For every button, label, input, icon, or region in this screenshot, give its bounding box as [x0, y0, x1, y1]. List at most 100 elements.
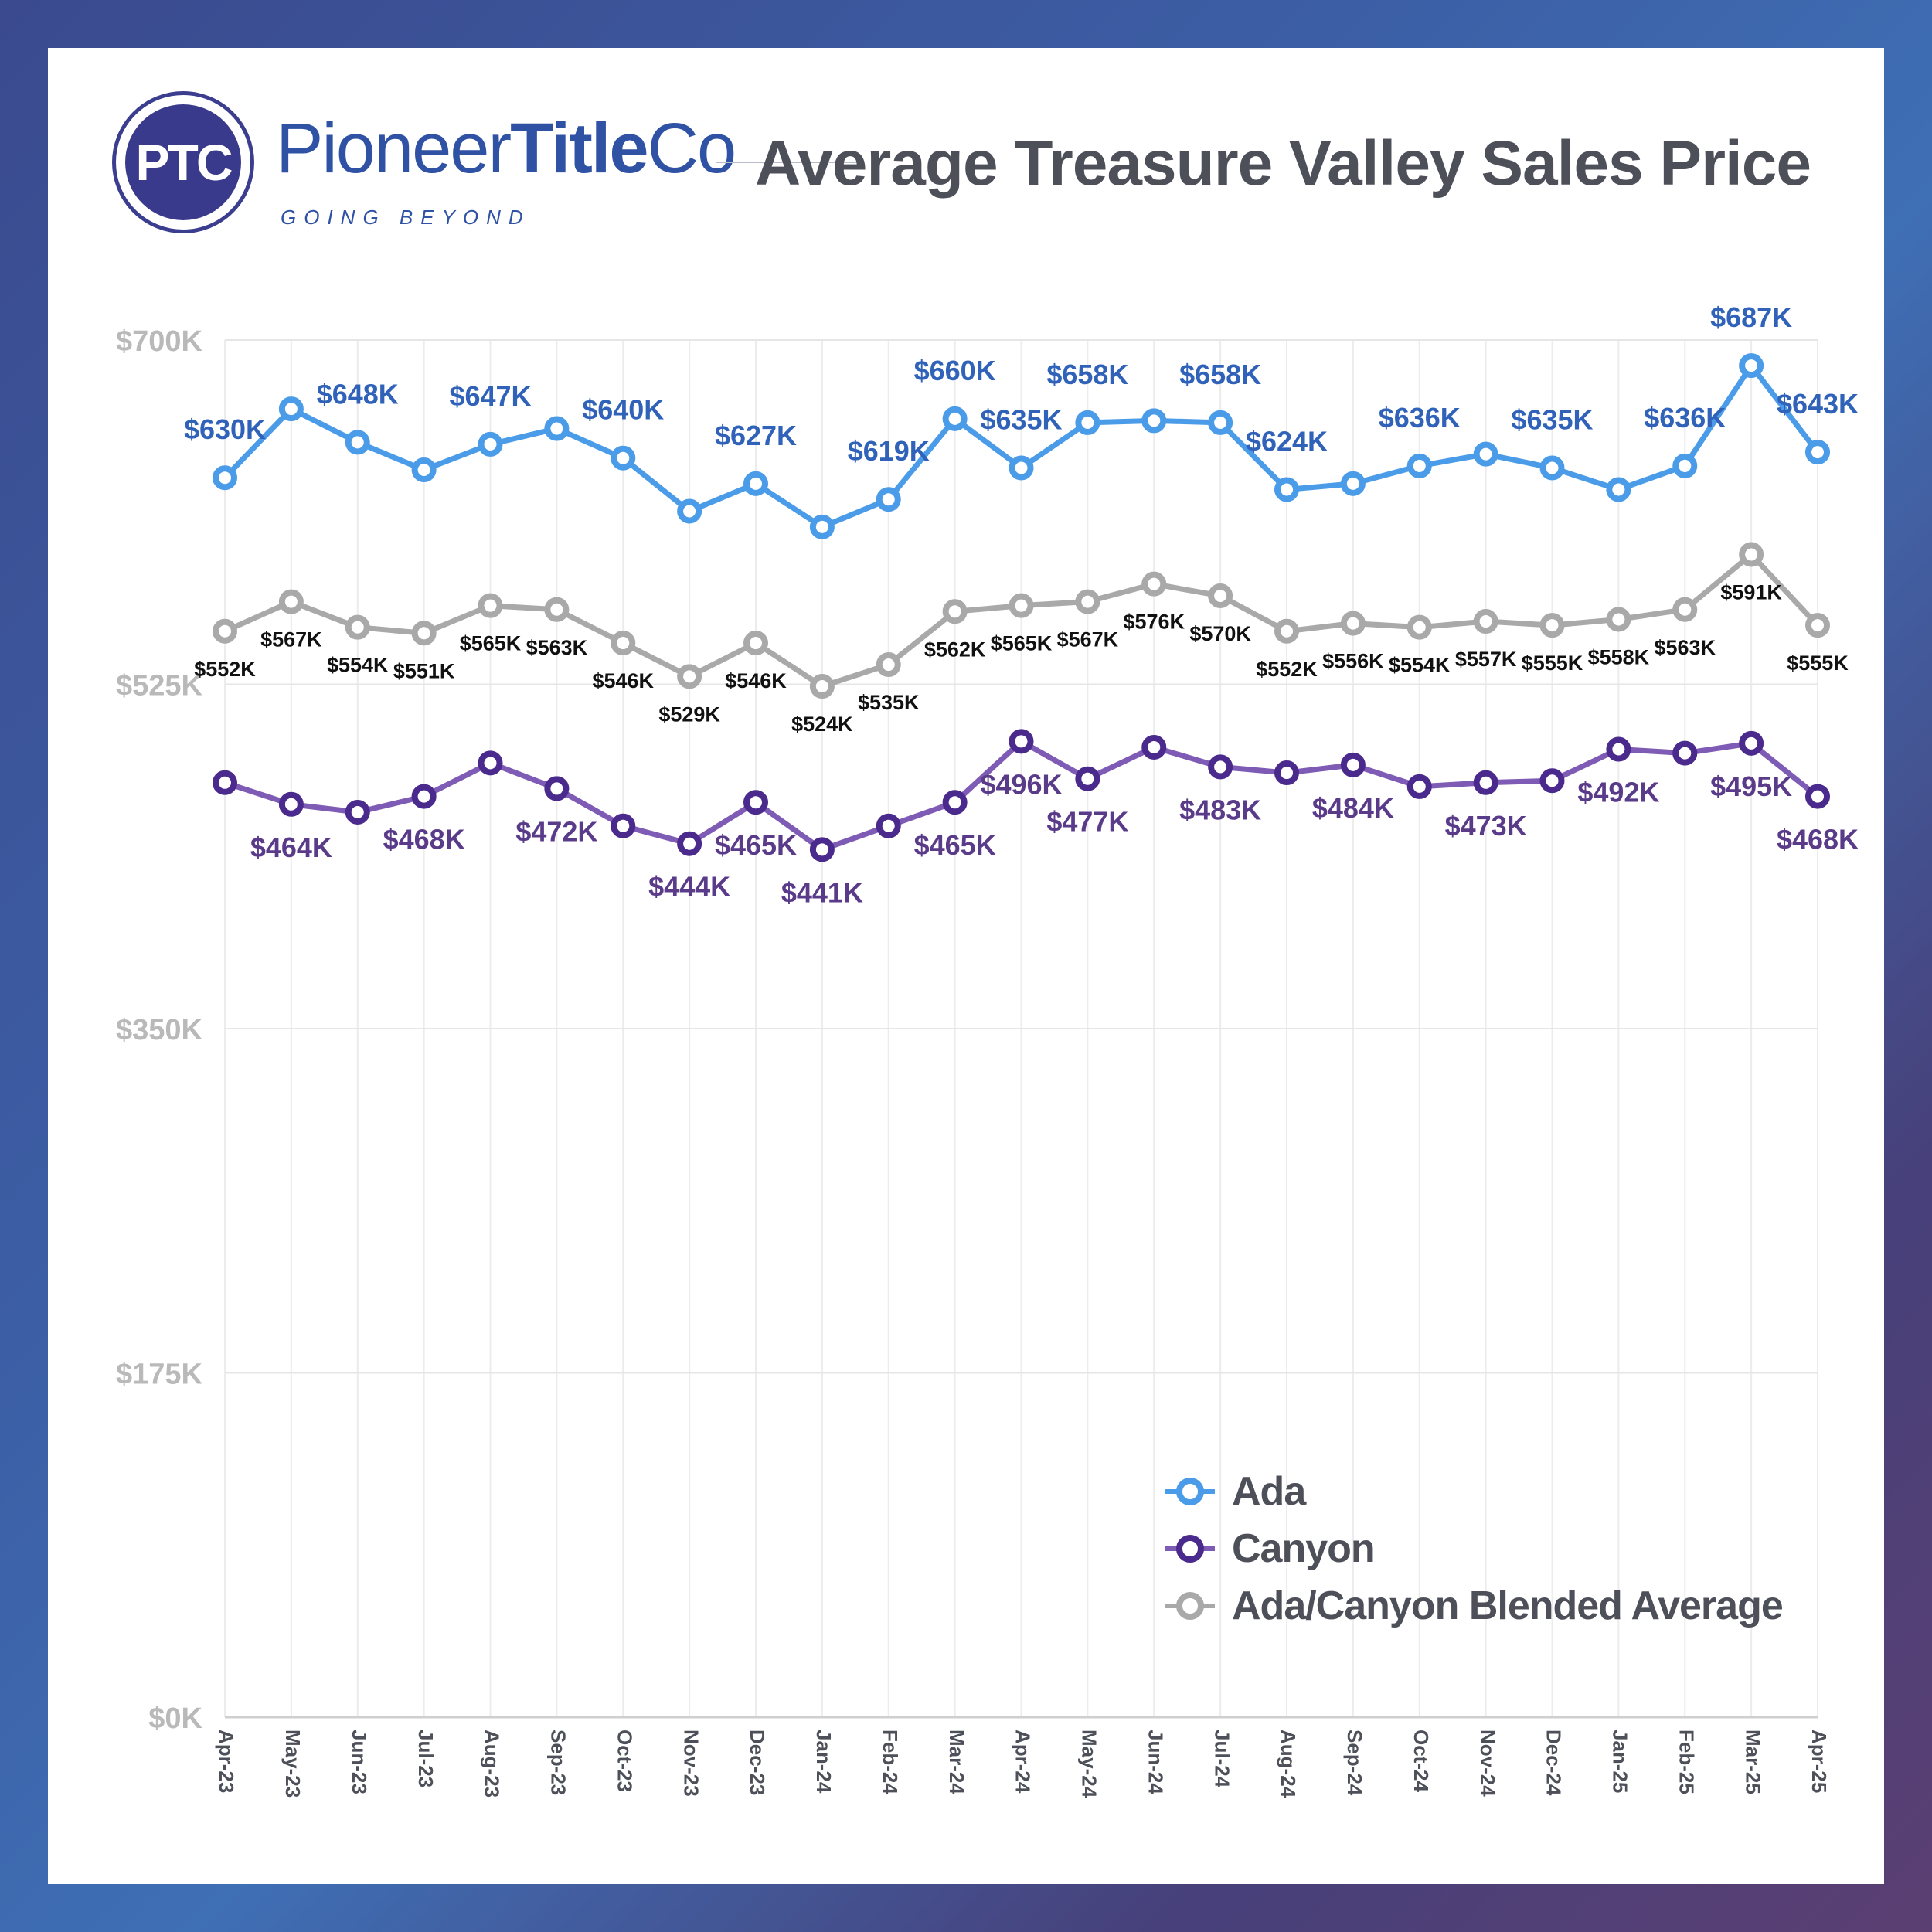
data-point — [1539, 613, 1565, 638]
data-point — [1141, 571, 1167, 597]
data-label: $535K — [858, 691, 920, 714]
data-label: $546K — [592, 669, 654, 692]
brand-logo: PTC PioneerTitleCo GOING BEYOND — [112, 91, 885, 246]
data-point — [1340, 611, 1366, 636]
x-tick-label: Jun-24 — [1144, 1730, 1167, 1794]
x-tick-label: Jul-23 — [414, 1730, 437, 1787]
y-tick-label: $0K — [148, 1702, 202, 1735]
data-label: $636K — [1379, 402, 1461, 434]
data-point — [1208, 583, 1233, 608]
data-label: $468K — [1777, 824, 1859, 855]
y-tick-label: $525K — [116, 670, 203, 702]
data-point — [743, 471, 768, 496]
data-point — [1473, 441, 1498, 467]
data-point — [1009, 593, 1034, 618]
data-point — [1340, 752, 1366, 777]
x-tick-label: Aug-24 — [1277, 1730, 1300, 1798]
data-point — [809, 674, 835, 699]
data-point — [677, 831, 702, 856]
data-label: $627K — [715, 420, 797, 451]
x-tick-label: Sep-23 — [547, 1730, 570, 1795]
data-label: $660K — [914, 355, 996, 386]
x-tick-label: May-23 — [281, 1730, 304, 1798]
brand-name: PioneerTitleCo — [276, 113, 736, 184]
data-label: $495K — [1710, 770, 1792, 802]
data-label: $557K — [1455, 648, 1517, 671]
x-tick-label: Dec-23 — [746, 1730, 769, 1795]
data-label: $635K — [1511, 403, 1593, 435]
legend-swatch — [1165, 1592, 1215, 1620]
data-point — [1739, 730, 1764, 756]
x-tick-label: Jan-25 — [1609, 1730, 1632, 1793]
data-point — [876, 652, 901, 678]
data-point — [544, 416, 570, 441]
y-tick-label: $350K — [116, 1014, 203, 1046]
legend-item-canyon: Canyon — [1165, 1526, 1376, 1572]
data-point — [1075, 766, 1100, 791]
data-point — [677, 664, 702, 689]
header-divider — [716, 162, 858, 163]
data-point — [213, 465, 237, 491]
data-point — [345, 799, 370, 825]
legend-marker-blended — [1165, 1590, 1215, 1621]
data-label: $554K — [1389, 654, 1451, 677]
data-point — [1539, 455, 1565, 481]
x-tick-label: Jan-24 — [812, 1730, 835, 1794]
data-label: $465K — [715, 829, 797, 861]
data-point — [1274, 477, 1299, 502]
data-point — [743, 631, 768, 656]
data-label: $591K — [1720, 580, 1782, 604]
data-label: $647K — [449, 380, 531, 412]
data-label: $648K — [317, 378, 399, 410]
data-label: $635K — [980, 403, 1062, 435]
legend-label-ada: Ada — [1232, 1469, 1306, 1514]
data-point — [1473, 609, 1498, 634]
data-label: $464K — [250, 832, 332, 863]
data-point — [278, 396, 304, 422]
data-label: $552K — [194, 658, 256, 681]
data-point — [611, 631, 636, 656]
data-point — [1208, 754, 1233, 780]
data-label: $565K — [460, 632, 522, 655]
data-point — [1075, 589, 1100, 614]
logo-mark: PTC — [125, 104, 241, 220]
data-point — [1606, 607, 1631, 632]
data-label: $563K — [526, 636, 588, 659]
data-point — [1340, 471, 1366, 496]
data-point — [478, 750, 503, 776]
data-point — [411, 457, 437, 483]
data-point — [1141, 408, 1167, 434]
data-label: $477K — [1046, 806, 1128, 838]
data-label: $492K — [1577, 777, 1659, 808]
data-point — [278, 589, 304, 614]
data-label: $563K — [1654, 636, 1716, 659]
data-point — [1805, 613, 1830, 638]
brand-tagline: GOING BEYOND — [281, 206, 531, 229]
data-point — [1805, 784, 1830, 809]
data-point — [1606, 736, 1631, 762]
data-label: $441K — [781, 876, 863, 908]
data-label: $558K — [1588, 645, 1650, 668]
x-tick-label: Nov-23 — [679, 1730, 702, 1797]
data-point — [611, 445, 636, 471]
data-point — [213, 618, 237, 644]
x-tick-label: Feb-24 — [879, 1730, 902, 1794]
x-tick-label: Jun-23 — [348, 1730, 371, 1794]
data-label: $483K — [1179, 794, 1261, 825]
data-label: $546K — [725, 669, 787, 692]
data-point — [809, 837, 835, 862]
data-label: $570K — [1189, 622, 1251, 645]
data-point — [411, 784, 437, 809]
x-tick-label: Oct-24 — [1410, 1730, 1433, 1792]
data-label: $529K — [658, 702, 720, 726]
data-point — [1473, 770, 1498, 795]
data-point — [411, 621, 437, 646]
data-point — [1672, 740, 1698, 766]
x-tick-label: Nov-24 — [1476, 1730, 1499, 1797]
data-label: $619K — [848, 435, 930, 467]
data-point — [942, 406, 968, 431]
x-tick-label: Dec-24 — [1543, 1730, 1566, 1796]
data-point — [1208, 410, 1233, 435]
x-tick-label: May-24 — [1078, 1730, 1101, 1798]
